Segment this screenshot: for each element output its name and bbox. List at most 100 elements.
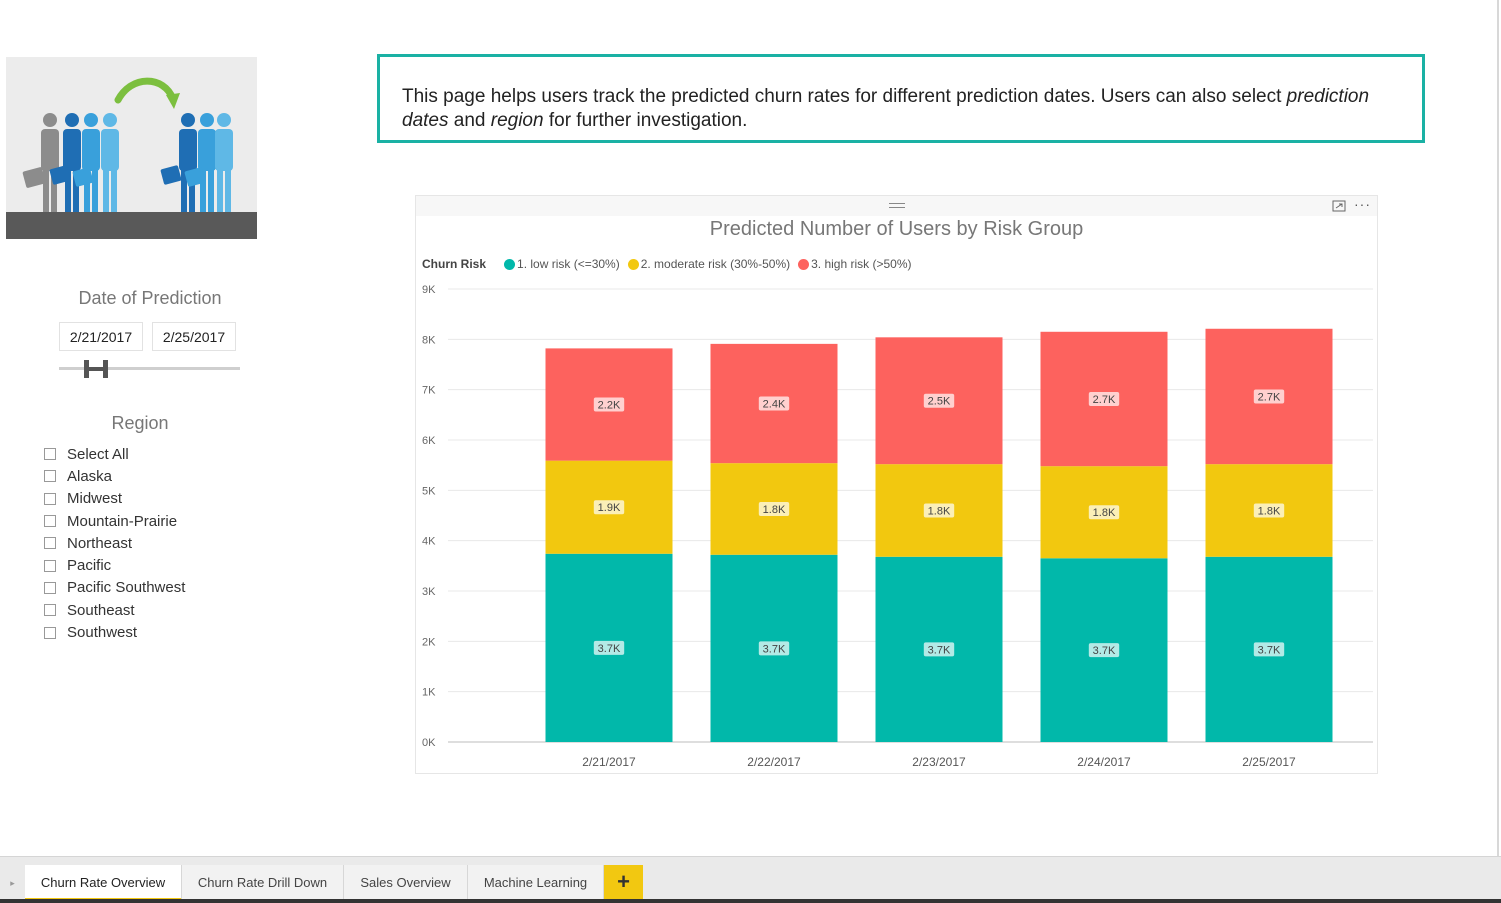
region-list: Select All Alaska Midwest Mountain-Prairie N… [44, 443, 185, 644]
region-option-label: Select All [67, 445, 129, 463]
y-tick-label: 9K [422, 284, 436, 296]
page-description: This page helps users track the predicte… [402, 86, 1370, 131]
add-page-button[interactable]: + [604, 865, 643, 901]
illustration-floor [6, 212, 257, 239]
region-option-label: Mountain-Prairie [67, 512, 178, 530]
data-label: 2.4K [763, 399, 786, 411]
data-label: 1.8K [763, 504, 786, 516]
x-tick-label: 2/22/2017 [747, 755, 801, 769]
legend-label: 1. low risk (<=30%) [517, 257, 620, 271]
data-label-bg [923, 642, 955, 657]
data-label: 1.9K [598, 502, 621, 514]
churn-illustration [6, 57, 257, 239]
data-label-bg [923, 393, 955, 408]
legend-label: 3. high risk (>50%) [811, 257, 912, 271]
legend-dot [504, 258, 516, 270]
region-option-label: Alaska [67, 467, 113, 485]
date-slider-start-handle[interactable] [84, 360, 89, 378]
data-label-bg [758, 641, 790, 656]
date-from-input[interactable]: 2/21/2017 [59, 322, 143, 351]
x-tick-label: 2/21/2017 [582, 755, 636, 769]
stacked-bar-chart: 0K 1K 2K 3K 4K 5K 6K 7K 8K 9K 3.7K 1.9K 2.2K 2/21/201… [422, 284, 1373, 769]
x-tick-label: 2/25/2017 [1242, 755, 1296, 769]
legend-item-moderate[interactable]: 2. moderate risk (30%-50%) [627, 257, 791, 271]
data-label: 2.7K [1258, 391, 1281, 403]
tab-churn-rate-drill-down[interactable]: Churn Rate Drill Down [182, 865, 344, 901]
data-label: 3.7K [598, 643, 621, 655]
legend-item-high[interactable]: 3. high risk (>50%) [798, 257, 912, 271]
visual-header [416, 196, 1377, 216]
y-tick-label: 2K [422, 636, 436, 648]
checkbox[interactable] [44, 581, 56, 594]
chart-title: Predicted Number of Users by Risk Group [709, 218, 1084, 240]
checkbox[interactable] [44, 470, 56, 483]
checkbox[interactable] [44, 515, 56, 528]
checkbox[interactable] [44, 604, 56, 617]
region-option-label: Southeast [67, 601, 135, 619]
data-label: 2.2K [598, 400, 621, 412]
region-option-label: Midwest [67, 490, 123, 508]
region-option[interactable]: Midwest [44, 488, 185, 510]
data-label-bg [593, 640, 625, 655]
date-range-slider-track[interactable] [59, 367, 240, 370]
legend-title: Churn Risk [422, 257, 487, 271]
data-label-bg [923, 503, 955, 518]
region-option-label: Pacific [67, 557, 112, 575]
checkbox[interactable] [44, 626, 56, 639]
data-label-bg [1253, 503, 1285, 518]
region-option[interactable]: Southeast [44, 599, 185, 621]
page-tab-bar: ▸ Churn Rate Overview Churn Rate Drill D… [0, 856, 1501, 903]
y-tick-label: 6K [422, 435, 436, 447]
y-tick-label: 5K [422, 485, 436, 497]
tab-machine-learning[interactable]: Machine Learning [468, 865, 604, 901]
focus-mode-icon[interactable] [1332, 199, 1346, 213]
data-label-bg [1088, 391, 1120, 406]
checkbox[interactable] [44, 492, 56, 505]
date-slicer-title: Date of Prediction [78, 288, 222, 308]
y-tick-label: 8K [422, 334, 436, 346]
y-tick-label: 1K [422, 687, 436, 699]
data-label-bg [1088, 643, 1120, 658]
tab-churn-rate-overview[interactable]: Churn Rate Overview [25, 865, 182, 901]
bottom-edge [0, 899, 1501, 903]
data-label: 2.7K [1093, 394, 1116, 406]
chart-legend: Churn Risk 1. low risk (<=30%) 2. modera… [422, 257, 920, 271]
checkbox[interactable] [44, 448, 56, 461]
data-label: 2.5K [928, 396, 951, 408]
legend-item-low[interactable]: 1. low risk (<=30%) [504, 257, 620, 271]
date-to-input[interactable]: 2/25/2017 [152, 322, 236, 351]
legend-dot [627, 258, 639, 270]
tab-scroll-left-icon[interactable]: ▸ [10, 878, 15, 888]
tab-sales-overview[interactable]: Sales Overview [344, 865, 468, 901]
data-label-bg [1253, 642, 1285, 657]
region-option[interactable]: Pacific [44, 554, 185, 576]
region-option[interactable]: Pacific Southwest [44, 577, 185, 599]
legend-label: 2. moderate risk (30%-50%) [640, 257, 791, 271]
data-label: 3.7K [928, 644, 951, 656]
region-option[interactable]: Southwest [44, 621, 185, 643]
data-label: 3.7K [1258, 644, 1281, 656]
data-label-bg [1253, 389, 1285, 404]
date-slider-end-handle[interactable] [103, 360, 108, 378]
data-label-bg [1088, 505, 1120, 520]
data-label-bg [758, 396, 790, 411]
region-option[interactable]: Select All [44, 443, 185, 465]
y-tick-label: 7K [422, 385, 436, 397]
data-label: 1.8K [1093, 507, 1116, 519]
region-option[interactable]: Alaska [44, 465, 185, 487]
more-options-icon[interactable]: ··· [1354, 196, 1371, 212]
x-tick-label: 2/24/2017 [1077, 755, 1131, 769]
region-option-label: Pacific Southwest [67, 579, 186, 597]
region-option-label: Northeast [67, 534, 133, 552]
data-label: 3.7K [763, 643, 786, 655]
data-label: 1.8K [1258, 505, 1281, 517]
risk-group-chart-visual[interactable]: ··· Predicted Number of Users by Risk Gr… [415, 195, 1378, 774]
canvas-right-border [1497, 0, 1499, 856]
region-slicer-title: Region [111, 413, 169, 433]
y-tick-label: 4K [422, 536, 436, 548]
region-option[interactable]: Northeast [44, 532, 185, 554]
region-option[interactable]: Mountain-Prairie [44, 510, 185, 532]
checkbox[interactable] [44, 537, 56, 550]
checkbox[interactable] [44, 559, 56, 572]
drag-grip-icon[interactable] [889, 203, 905, 208]
